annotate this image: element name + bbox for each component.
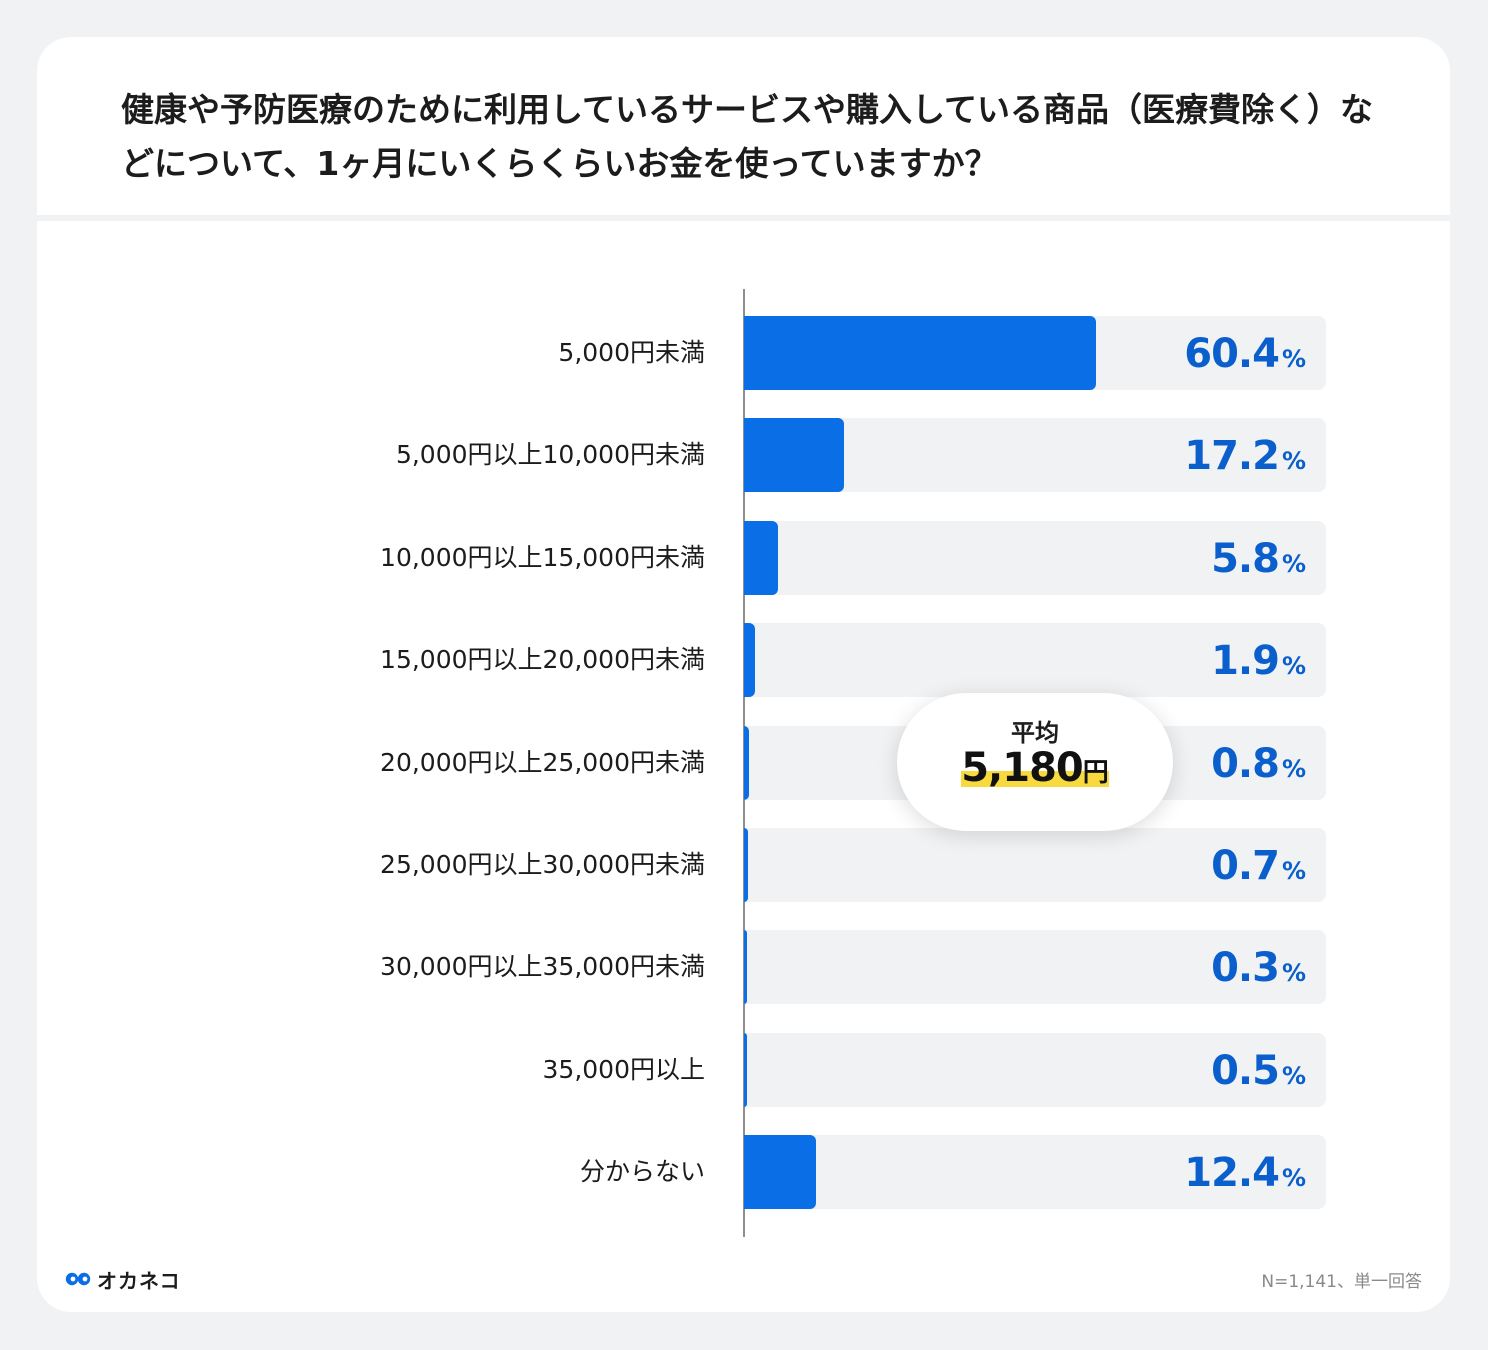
chart-title: 健康や予防医療のために利用しているサービスや購入している商品（医療費除く）などに… [121,90,1374,183]
bar [744,418,845,492]
bar [744,726,749,800]
bar-track: 0.3% [744,930,1326,1004]
brand-name: オカネコ [97,1268,181,1293]
average-unit: 円 [1082,758,1109,788]
data-label: 5.8% [1211,521,1306,595]
bar-track: 12.4% [744,1135,1326,1209]
data-label-unit: % [1281,857,1306,885]
category-label: 5,000円未満 [558,338,705,367]
bar-chart: 5,000円未満 60.4% 5,000円以上10,000円未満 17.2% 10,00… [37,37,1450,1312]
brand-logo-icon [65,1272,91,1286]
chart-row: 30,000円以上35,000円未満 0.3% [37,930,1450,1004]
data-label-value: 12.4 [1184,1150,1280,1196]
data-label-unit: % [1281,447,1306,475]
data-label-unit: % [1281,652,1306,680]
data-label: 0.3% [1211,930,1306,1004]
bar-track: 1.9% [744,623,1326,697]
data-label-value: 60.4 [1184,331,1280,377]
category-label: 25,000円以上30,000円未満 [380,850,705,879]
category-label: 10,000円以上15,000円未満 [380,543,705,572]
chart-card: 健康や予防医療のために利用しているサービスや購入している商品（医療費除く）などに… [37,37,1450,1312]
average-value: 5,180 [961,745,1084,791]
category-label: 15,000円以上20,000円未満 [380,645,705,674]
data-label: 17.2% [1184,418,1306,492]
data-label-unit: % [1281,755,1306,783]
data-label-value: 0.7 [1211,843,1280,889]
data-label-unit: % [1281,550,1306,578]
data-label: 60.4% [1184,316,1306,390]
chart-row: 25,000円以上30,000円未満 0.7% [37,828,1450,902]
bar [744,1033,747,1107]
bar [744,930,747,1004]
data-label: 0.5% [1211,1033,1306,1107]
title-divider [37,215,1450,221]
data-label-unit: % [1281,1062,1306,1090]
chart-row: 5,000円未満 60.4% [37,316,1450,390]
chart-row: 分からない 12.4% [37,1135,1450,1209]
chart-row: 10,000円以上15,000円未満 5.8% [37,521,1450,595]
average-label: 平均 [1011,719,1059,747]
chart-row: 20,000円以上25,000円未満 0.8% [37,726,1450,800]
average-highlight [961,771,1109,787]
bar-track: 0.7% [744,828,1326,902]
category-label: 35,000円以上 [542,1055,705,1084]
sample-note: N=1,141、単一回答 [1261,1272,1422,1292]
brand-logo: オカネコ [65,1265,181,1293]
data-label-value: 0.5 [1211,1048,1280,1094]
bar-track: 0.5% [744,1033,1326,1107]
chart-row: 35,000円以上 0.5% [37,1033,1450,1107]
chart-row: 5,000円以上10,000円未満 17.2% [37,418,1450,492]
data-label-unit: % [1281,959,1306,987]
bar-track: 17.2% [744,418,1326,492]
bar [744,828,749,902]
category-label: 20,000円以上25,000円未満 [380,748,705,777]
data-label-value: 1.9 [1211,638,1280,684]
data-label: 1.9% [1211,623,1306,697]
category-label: 30,000円以上35,000円未満 [380,952,705,981]
data-label-value: 0.3 [1211,945,1280,991]
average-callout: 平均 5,180円 [897,693,1173,831]
data-label: 0.7% [1211,828,1306,902]
chart-row: 15,000円以上20,000円未満 1.9% [37,623,1450,697]
bar-track: 60.4% [744,316,1326,390]
data-label: 12.4% [1184,1135,1306,1209]
data-label-value: 0.8 [1211,741,1280,787]
bar-track: 5.8% [744,521,1326,595]
data-label-unit: % [1281,1164,1306,1192]
data-label-unit: % [1281,345,1306,373]
data-label-value: 17.2 [1184,433,1280,479]
category-label: 5,000円以上10,000円未満 [395,440,705,469]
data-label: 0.8% [1211,726,1306,800]
bar [744,316,1096,390]
bar [744,1135,817,1209]
bar [744,521,778,595]
bar [744,623,756,697]
category-label: 分からない [579,1157,705,1186]
data-label-value: 5.8 [1211,536,1280,582]
